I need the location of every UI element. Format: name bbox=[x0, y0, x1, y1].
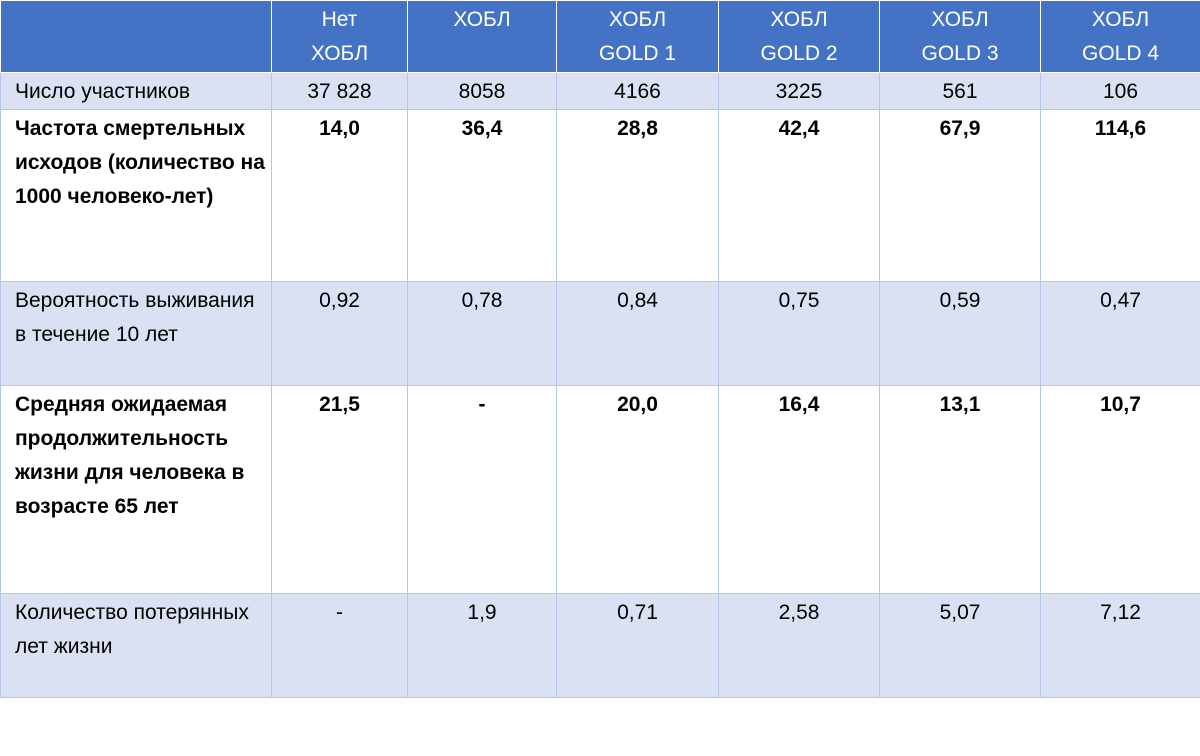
column-header-text: ХОБЛ GOLD 4 bbox=[1081, 8, 1160, 65]
column-header: ХОБЛ bbox=[407, 0, 557, 73]
column-header-text: ХОБЛ GOLD 1 bbox=[598, 8, 677, 65]
cell-value: 42,4 bbox=[718, 109, 880, 282]
table-body: Число участников 37 828 8058 4166 3225 561 106… bbox=[0, 72, 1200, 698]
column-header-text: ХОБЛ bbox=[453, 8, 511, 31]
cell-value: 0,59 bbox=[879, 281, 1041, 386]
cell-value: 13,1 bbox=[879, 385, 1041, 594]
cell-value: 561 bbox=[879, 72, 1041, 110]
header-corner bbox=[0, 0, 272, 73]
cell-value: 2,58 bbox=[718, 593, 880, 698]
cell-value: 1,9 bbox=[407, 593, 557, 698]
column-header-text: ХОБЛ GOLD 2 bbox=[760, 8, 838, 65]
cell-value: 20,0 bbox=[556, 385, 719, 594]
row-label: Средняя ожидаемая продолжительность жизн… bbox=[0, 385, 272, 594]
cell-value: 0,47 bbox=[1040, 281, 1200, 386]
cell-value: 4166 bbox=[556, 72, 719, 110]
row-label: Частота смертельных исходов (количество … bbox=[0, 109, 272, 282]
cell-value: 0,78 bbox=[407, 281, 557, 386]
row-label: Вероятность выживания в течение 10 лет bbox=[0, 281, 272, 386]
data-table: Нет ХОБЛ ХОБЛ ХОБЛ GOLD 1 ХОБЛ GOLD 2 ХОБЛ G… bbox=[0, 0, 1200, 698]
column-header: Нет ХОБЛ bbox=[271, 0, 408, 73]
column-header-text: Нет ХОБЛ bbox=[310, 8, 369, 65]
cell-value: 0,92 bbox=[271, 281, 408, 386]
cell-value: 21,5 bbox=[271, 385, 408, 594]
cell-value: - bbox=[407, 385, 557, 594]
cell-value: 0,71 bbox=[556, 593, 719, 698]
table-row: Частота смертельных исходов (количество … bbox=[0, 109, 1200, 282]
column-header-text: ХОБЛ GOLD 3 bbox=[921, 8, 999, 65]
header-row: Нет ХОБЛ ХОБЛ ХОБЛ GOLD 1 ХОБЛ GOLD 2 ХОБЛ G… bbox=[0, 0, 1200, 73]
table-row: Средняя ожидаемая продолжительность жизн… bbox=[0, 385, 1200, 594]
cell-value: 14,0 bbox=[271, 109, 408, 282]
column-header: ХОБЛ GOLD 4 bbox=[1040, 0, 1200, 73]
cell-value: 8058 bbox=[407, 72, 557, 110]
cell-value: 3225 bbox=[718, 72, 880, 110]
row-label: Число участников bbox=[0, 72, 272, 110]
cell-value: 10,7 bbox=[1040, 385, 1200, 594]
cell-value: 36,4 bbox=[407, 109, 557, 282]
cell-value: 5,07 bbox=[879, 593, 1041, 698]
cell-value: 0,84 bbox=[556, 281, 719, 386]
table-row: Вероятность выживания в течение 10 лет 0,… bbox=[0, 281, 1200, 386]
cell-value: 0,75 bbox=[718, 281, 880, 386]
cell-value: 114,6 bbox=[1040, 109, 1200, 282]
cell-value: 67,9 bbox=[879, 109, 1041, 282]
row-label: Количество потерянных лет жизни bbox=[0, 593, 272, 698]
column-header: ХОБЛ GOLD 1 bbox=[556, 0, 719, 73]
cell-value: 106 bbox=[1040, 72, 1200, 110]
table-row: Число участников 37 828 8058 4166 3225 561 106 bbox=[0, 72, 1200, 110]
column-header: ХОБЛ GOLD 3 bbox=[879, 0, 1041, 73]
table-row: Количество потерянных лет жизни -1,9 0,71 2… bbox=[0, 593, 1200, 698]
cell-value: 37 828 bbox=[271, 72, 408, 110]
cell-value: 7,12 bbox=[1040, 593, 1200, 698]
cell-value: 28,8 bbox=[556, 109, 719, 282]
cell-value: - bbox=[271, 593, 408, 698]
column-header: ХОБЛ GOLD 2 bbox=[718, 0, 880, 73]
cell-value: 16,4 bbox=[718, 385, 880, 594]
